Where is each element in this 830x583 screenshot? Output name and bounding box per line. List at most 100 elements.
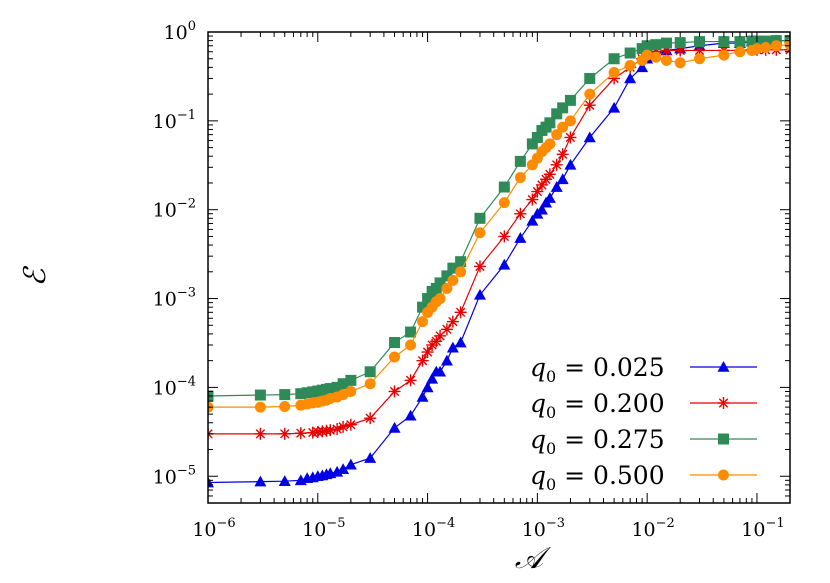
asterisk-stroke xyxy=(325,425,335,435)
data-point xyxy=(608,101,621,113)
data-point xyxy=(540,173,553,186)
data-point xyxy=(278,475,291,486)
data-point xyxy=(421,346,434,359)
data-point xyxy=(624,72,637,84)
x-tick-label: 10−3 xyxy=(522,516,565,541)
legend-label: q0 = 0.025 xyxy=(530,353,665,386)
data-point xyxy=(254,427,267,440)
data-point xyxy=(650,51,662,63)
data-point xyxy=(784,39,790,51)
asterisk-stroke xyxy=(532,186,543,197)
data-point xyxy=(674,37,686,49)
data-point xyxy=(344,418,357,431)
asterisk-stroke xyxy=(515,209,526,219)
data-point xyxy=(417,301,429,313)
data-point xyxy=(404,409,417,421)
x-tick-label: 10−6 xyxy=(192,516,235,541)
data-point xyxy=(421,381,434,393)
data-point xyxy=(535,203,548,215)
y-tick-label: 100 xyxy=(164,19,196,44)
data-point xyxy=(557,121,569,133)
data-point xyxy=(455,266,467,278)
data-point xyxy=(556,148,569,161)
asterisk-stroke xyxy=(541,174,551,184)
asterisk-stroke xyxy=(280,429,290,439)
x-axis-title: 𝒜 xyxy=(515,541,552,576)
data-point xyxy=(455,256,467,268)
series-1 xyxy=(208,43,790,440)
data-point xyxy=(404,374,417,387)
asterisk-stroke xyxy=(552,160,562,170)
asterisk-stroke xyxy=(389,386,400,397)
data-point xyxy=(544,117,556,129)
data-point xyxy=(660,54,672,66)
data-point xyxy=(441,270,453,282)
x-tick-label: 10−1 xyxy=(741,516,784,541)
asterisk-stroke xyxy=(537,180,547,190)
data-point xyxy=(557,102,569,114)
data-point xyxy=(434,277,446,289)
data-point xyxy=(345,374,357,386)
data-point xyxy=(498,258,511,270)
series-line xyxy=(208,44,790,408)
series-line xyxy=(208,40,790,397)
asterisk-stroke xyxy=(557,149,568,160)
plot-area xyxy=(208,34,790,488)
data-point xyxy=(514,207,527,220)
asterisk-stroke xyxy=(338,422,348,432)
data-point xyxy=(770,40,782,52)
asterisk-stroke xyxy=(208,429,213,435)
data-point xyxy=(718,49,730,61)
data-point xyxy=(564,158,577,170)
data-point xyxy=(550,181,563,192)
data-point xyxy=(734,36,746,48)
data-point xyxy=(514,172,526,184)
asterisk-stroke xyxy=(545,169,555,180)
data-point xyxy=(331,381,343,393)
asterisk-stroke xyxy=(405,375,416,386)
asterisk-stroke xyxy=(448,316,458,327)
data-point xyxy=(388,385,401,398)
data-point xyxy=(446,315,459,328)
data-point xyxy=(636,61,649,73)
data-point xyxy=(301,387,313,399)
data-point xyxy=(526,193,539,206)
data-point xyxy=(694,36,706,48)
legend-marker xyxy=(718,433,729,445)
data-point xyxy=(364,452,377,463)
y-tick-label: 10−1 xyxy=(153,108,196,133)
legend-marker xyxy=(717,361,730,372)
data-point xyxy=(474,212,486,224)
data-point xyxy=(440,323,453,336)
series-line xyxy=(208,40,790,484)
axes: 10−6 10−5 10−4 10−3 10−2 10−1 100 10−1 10−2 10−3 1… xyxy=(18,19,791,576)
data-point xyxy=(389,351,401,363)
data-point xyxy=(583,131,596,143)
asterisk-stroke xyxy=(422,347,433,357)
asterisk-stroke xyxy=(208,432,213,439)
asterisk-stroke xyxy=(455,307,466,318)
data-point xyxy=(650,39,662,51)
data-point xyxy=(544,138,556,150)
data-point xyxy=(564,115,576,127)
data-point xyxy=(734,46,746,58)
asterisk-stroke xyxy=(442,324,452,335)
data-point xyxy=(526,214,539,226)
data-point xyxy=(345,385,357,397)
data-point xyxy=(514,155,526,167)
data-point xyxy=(405,339,417,351)
data-point xyxy=(422,293,434,305)
asterisk-stroke xyxy=(718,398,729,408)
asterisk-stroke xyxy=(296,428,306,438)
data-point xyxy=(514,232,527,243)
data-point xyxy=(718,36,730,48)
data-point xyxy=(279,389,291,401)
data-point xyxy=(473,288,486,300)
data-point xyxy=(498,230,511,243)
y-axis-title: ℰ xyxy=(18,266,53,287)
data-point xyxy=(388,421,401,433)
asterisk-stroke xyxy=(527,194,538,205)
data-point xyxy=(447,262,459,274)
